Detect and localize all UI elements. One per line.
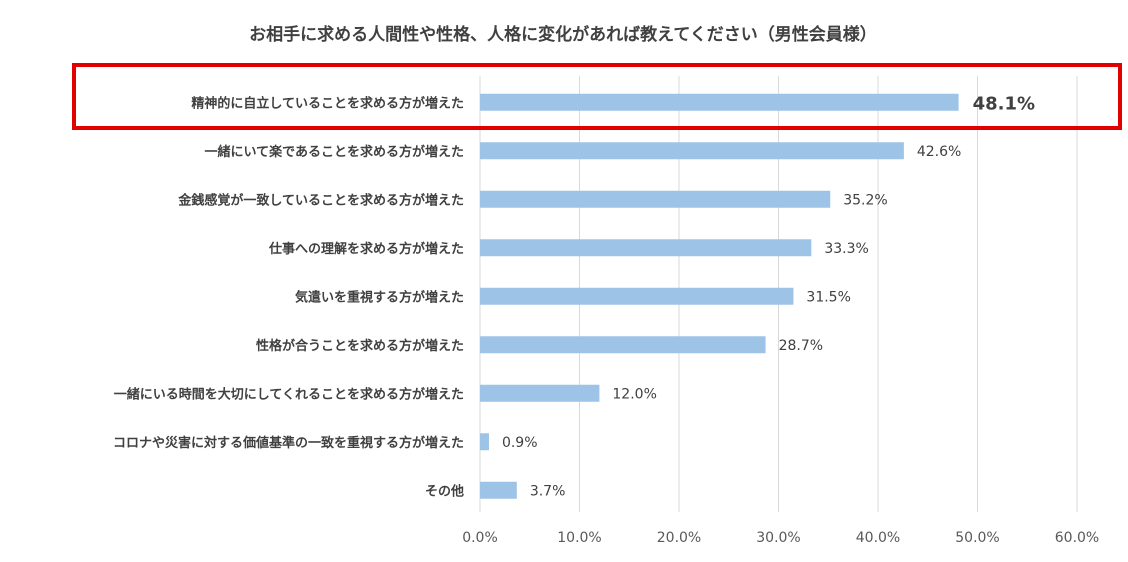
data-labels: 48.1% 42.6% 35.2% 33.3% 31.5% 28.7% 12.0% 0.9% 3…	[502, 93, 1035, 499]
category-label: 金銭感覚が一致していることを求める方が増えた	[177, 192, 464, 208]
category-label: 精神的に自立していることを求める方が増えた	[191, 95, 464, 111]
category-label: 一緒にいる時間を大切にしてくれることを求める方が増えた	[114, 386, 464, 402]
data-label: 31.5%	[806, 289, 850, 305]
data-label: 42.6%	[917, 144, 961, 160]
bar	[480, 287, 794, 305]
bar	[480, 481, 517, 499]
x-tick-label: 20.0%	[657, 530, 701, 546]
highlight-box	[72, 63, 1122, 130]
x-tick-label: 60.0%	[1055, 530, 1099, 546]
data-label: 28.7%	[779, 338, 823, 354]
data-label: 48.1%	[973, 93, 1035, 114]
category-label: 性格が合うことを求める方が増えた	[256, 338, 464, 354]
category-labels: 精神的に自立していることを求める方が増えた一緒にいて楽であることを求める方が増え…	[113, 95, 464, 499]
category-label: コロナや災害に対する価値基準の一致を重視する方が増えた	[113, 435, 464, 451]
bar	[480, 239, 812, 257]
x-tick-label: 0.0%	[462, 530, 498, 546]
x-tick-label: 50.0%	[955, 530, 999, 546]
data-label: 33.3%	[824, 241, 868, 257]
x-axis-ticks: 0.0% 10.0% 20.0% 30.0% 40.0% 50.0% 60.0%	[462, 530, 1099, 546]
x-tick-label: 10.0%	[557, 530, 601, 546]
bars	[480, 93, 959, 499]
data-label: 3.7%	[530, 483, 566, 499]
bar	[480, 384, 600, 402]
bar	[480, 190, 831, 208]
category-label: 一緒にいて楽であることを求める方が増えた	[205, 144, 464, 160]
category-label: 気遣いを重視する方が増えた	[295, 289, 464, 305]
data-label: 0.9%	[502, 435, 538, 451]
bar	[480, 93, 959, 111]
x-tick-label: 40.0%	[856, 530, 900, 546]
category-label: 仕事への理解を求める方が増えた	[268, 241, 464, 257]
x-tick-label: 30.0%	[756, 530, 800, 546]
bar	[480, 336, 766, 354]
bar	[480, 433, 489, 451]
category-label: その他	[425, 483, 464, 499]
data-label: 12.0%	[612, 386, 656, 402]
bar	[480, 142, 904, 160]
chart-title: お相手に求める人間性や性格、人格に変化があれば教えてください（男性会員様）	[249, 24, 877, 45]
data-label: 35.2%	[843, 192, 887, 208]
